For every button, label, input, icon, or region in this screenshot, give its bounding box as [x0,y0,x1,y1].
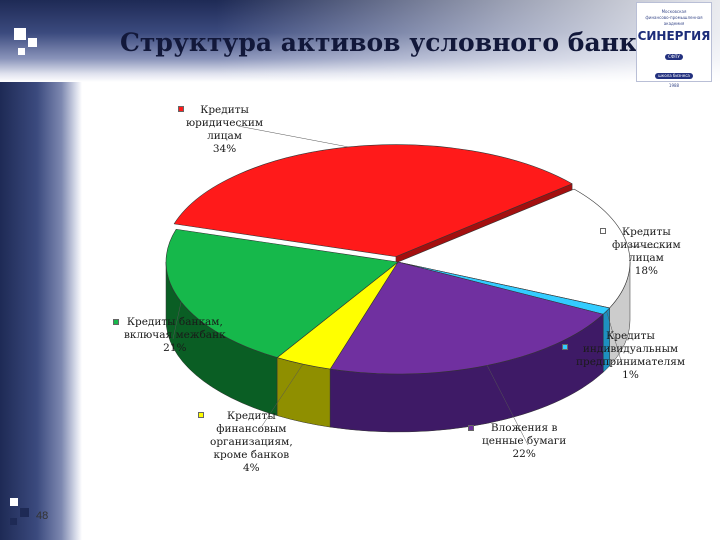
top-decor-fade [0,0,720,82]
legend-marker-banks [113,319,119,325]
decor-square [20,508,29,517]
leader-line [627,245,661,249]
slice-label-securities: Вложения в ценные бумаги 22% [482,422,567,460]
leader-line [237,125,349,148]
legend-marker-individuals [600,228,606,234]
legend-marker-legal-entities [178,106,184,112]
synergy-logo: Московская финансово-промышленная академ… [636,2,712,88]
pie-slice-banks [165,228,399,358]
slice-label-financial-orgs: Кредиты финансовым организациям, кроме б… [210,410,293,474]
legend-marker-securities [468,425,474,431]
decor-square [28,38,37,47]
logo-text: финансово-промышленная [645,15,703,20]
legend-marker-entrepreneurs [562,344,568,350]
page-number: 48 [36,510,49,522]
legend-marker-financial-orgs [198,412,204,418]
leader-line [486,365,529,446]
left-decor-band [0,0,82,540]
logo-text: академия [663,21,685,26]
slice-label-individuals: Кредиты физическим лицам 18% [612,226,681,277]
leader-line [257,364,304,433]
slide-title: Структура активов условного банка [120,28,654,57]
leader-line [172,301,182,340]
logo-pill: школа бизнеса [655,73,693,79]
pie-slice-individuals [397,188,631,309]
logo-name: СИНЕРГИЯ [637,29,711,43]
logo-text: Московская [661,9,687,14]
leader-line [606,311,623,365]
slice-label-banks: Кредиты банкам, включая межбанк 21% [124,316,226,354]
pie-slice-securities [329,261,604,375]
slice-label-entrepreneurs: Кредиты индивидуальным предпринимателям … [576,330,686,381]
decor-square [10,498,18,506]
logo-text: 1988 [668,83,680,88]
decor-square [14,28,26,40]
decor-square [18,48,25,55]
logo-pill: СФПУ [665,54,683,60]
slice-label-legal-entities: Кредиты юридическим лицам 34% [186,104,264,155]
decor-square [10,518,17,525]
